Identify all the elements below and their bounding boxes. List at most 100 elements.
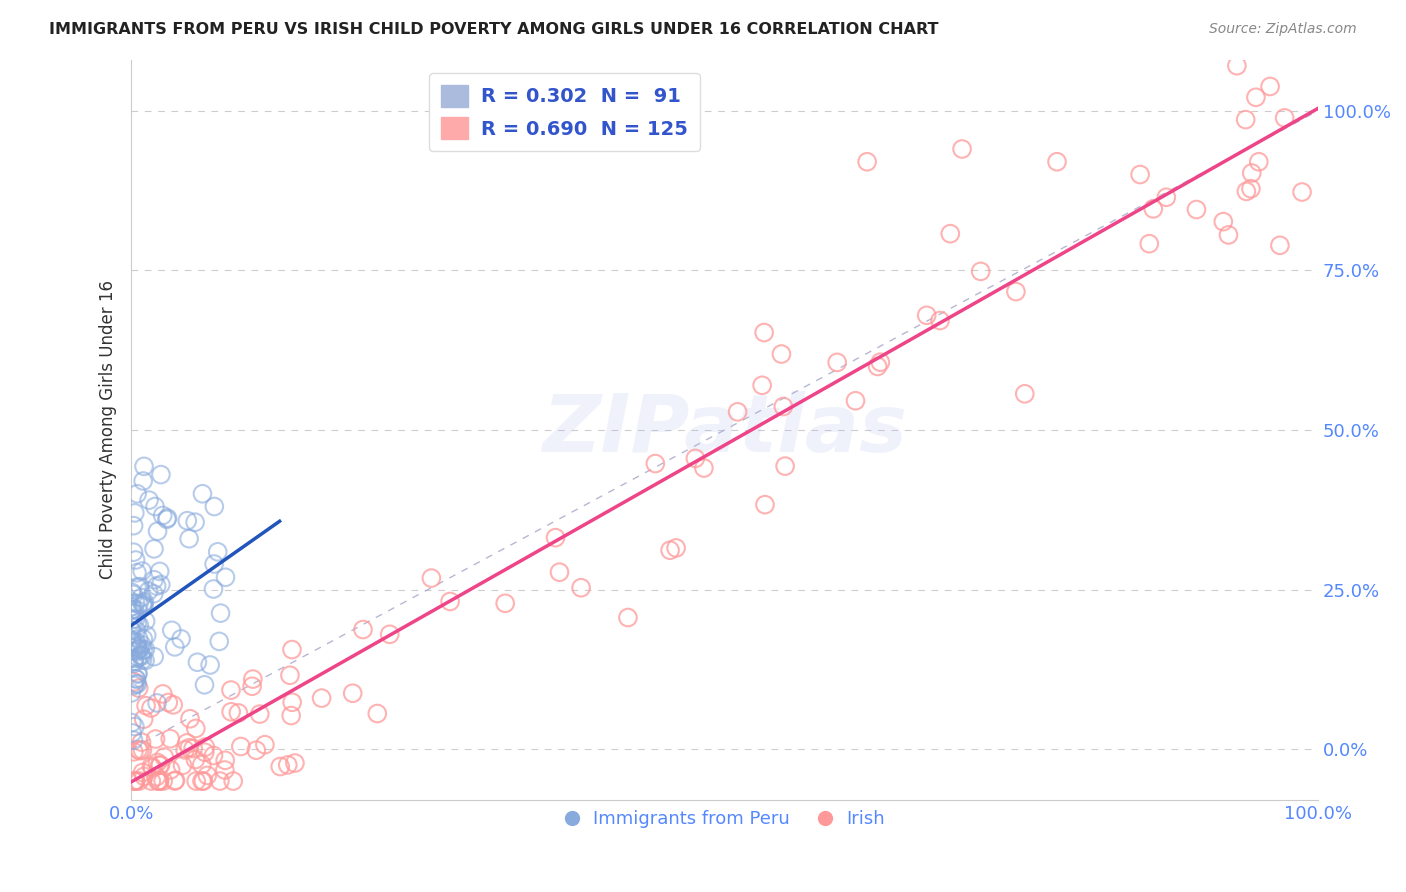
Point xyxy=(127,650,149,665)
Point xyxy=(125,635,148,649)
Point xyxy=(127,487,149,501)
Point xyxy=(644,457,666,471)
Point xyxy=(1226,59,1249,73)
Point xyxy=(548,565,571,579)
Point xyxy=(125,677,148,691)
Point xyxy=(122,612,145,626)
Point xyxy=(132,599,155,613)
Point xyxy=(1046,154,1069,169)
Point xyxy=(1005,285,1028,299)
Point xyxy=(121,715,143,730)
Point xyxy=(125,580,148,594)
Point xyxy=(915,308,938,322)
Point xyxy=(146,696,169,710)
Point xyxy=(665,541,688,555)
Point xyxy=(145,731,167,746)
Point xyxy=(1240,166,1263,180)
Point xyxy=(124,651,146,665)
Point xyxy=(121,636,143,650)
Point xyxy=(172,758,194,772)
Point xyxy=(202,557,225,571)
Point xyxy=(1274,111,1296,125)
Text: ZIPatlas: ZIPatlas xyxy=(543,391,907,469)
Point xyxy=(121,599,143,614)
Point xyxy=(124,774,146,789)
Point xyxy=(163,640,186,654)
Point xyxy=(156,512,179,526)
Point xyxy=(242,672,264,686)
Point xyxy=(138,584,160,599)
Point xyxy=(125,566,148,580)
Point xyxy=(149,577,172,591)
Point xyxy=(124,553,146,567)
Point xyxy=(195,768,218,782)
Point xyxy=(202,500,225,514)
Point xyxy=(1014,386,1036,401)
Point xyxy=(284,756,307,770)
Point xyxy=(146,756,169,770)
Point xyxy=(1291,185,1313,199)
Point xyxy=(125,645,148,659)
Point xyxy=(131,648,153,663)
Point xyxy=(132,474,155,488)
Point xyxy=(122,745,145,759)
Point xyxy=(124,602,146,616)
Point xyxy=(122,644,145,658)
Point xyxy=(1218,227,1240,242)
Point xyxy=(128,597,150,611)
Point xyxy=(179,712,201,726)
Point xyxy=(128,681,150,695)
Point xyxy=(132,596,155,610)
Point xyxy=(122,657,145,671)
Point xyxy=(141,759,163,773)
Point xyxy=(131,743,153,757)
Point xyxy=(131,653,153,667)
Point xyxy=(208,774,231,789)
Point xyxy=(193,774,215,789)
Point xyxy=(659,543,682,558)
Text: Source: ZipAtlas.com: Source: ZipAtlas.com xyxy=(1209,22,1357,37)
Point xyxy=(127,616,149,631)
Point xyxy=(121,585,143,599)
Point xyxy=(132,632,155,646)
Point xyxy=(121,726,143,740)
Point xyxy=(142,587,165,601)
Point xyxy=(222,774,245,789)
Point xyxy=(181,741,204,756)
Point xyxy=(159,731,181,746)
Point xyxy=(311,691,333,706)
Point xyxy=(128,632,150,646)
Point xyxy=(184,515,207,529)
Point xyxy=(149,758,172,772)
Point xyxy=(866,359,889,374)
Point xyxy=(184,752,207,766)
Point xyxy=(127,603,149,617)
Point xyxy=(124,654,146,668)
Point xyxy=(129,744,152,758)
Text: IMMIGRANTS FROM PERU VS IRISH CHILD POVERTY AMONG GIRLS UNDER 16 CORRELATION CHA: IMMIGRANTS FROM PERU VS IRISH CHILD POVE… xyxy=(49,22,939,37)
Point xyxy=(194,745,217,759)
Point xyxy=(159,763,181,777)
Point xyxy=(202,748,225,763)
Point xyxy=(146,524,169,539)
Point xyxy=(138,493,160,508)
Point xyxy=(249,707,271,722)
Point xyxy=(163,774,186,789)
Point xyxy=(214,753,236,767)
Point xyxy=(693,461,716,475)
Point xyxy=(157,696,180,710)
Point xyxy=(124,612,146,626)
Point xyxy=(143,649,166,664)
Point xyxy=(132,712,155,726)
Point xyxy=(1234,185,1257,199)
Point xyxy=(193,678,215,692)
Point xyxy=(281,695,304,709)
Point xyxy=(191,487,214,501)
Point xyxy=(1240,182,1263,196)
Point xyxy=(214,763,236,777)
Point xyxy=(202,582,225,596)
Point xyxy=(160,624,183,638)
Point xyxy=(131,564,153,578)
Point xyxy=(209,606,232,620)
Point xyxy=(120,686,142,700)
